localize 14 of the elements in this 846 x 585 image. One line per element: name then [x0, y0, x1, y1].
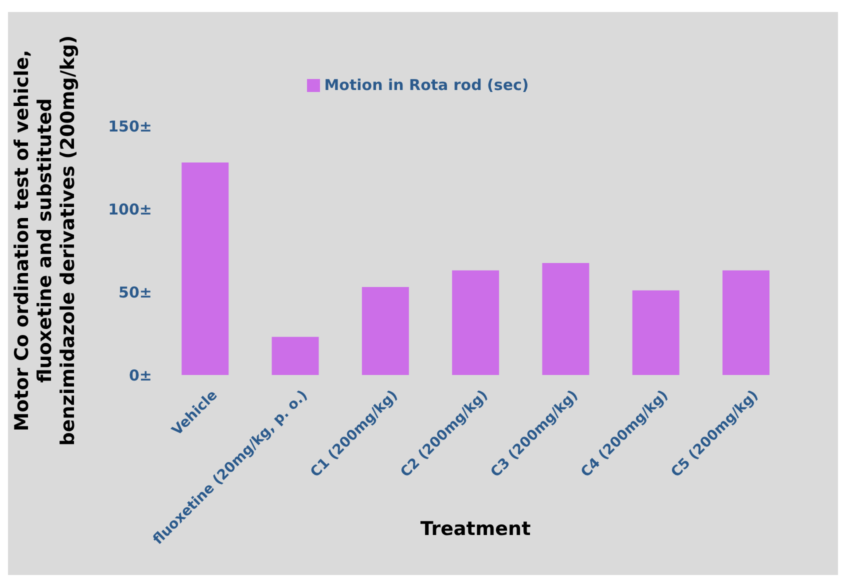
bar — [722, 270, 770, 375]
bar — [182, 162, 229, 375]
y-axis-title: Motor Co ordination test of vehicle, fluoxetine and substituted benzimidazole derivatives (200mg/kg) — [11, 35, 79, 446]
x-axis-title: Treatment — [420, 518, 531, 540]
y-tick-label: 0± — [128, 366, 152, 384]
legend-label: Motion in Rota rod (sec) — [324, 76, 529, 94]
bar — [272, 336, 319, 375]
bar — [362, 287, 409, 375]
y-tick-label: 100± — [108, 200, 152, 218]
bar — [452, 270, 500, 375]
bar — [542, 262, 590, 375]
y-tick-label: 50± — [118, 283, 152, 302]
bar — [632, 290, 680, 375]
y-tick-label: 150± — [108, 117, 152, 136]
